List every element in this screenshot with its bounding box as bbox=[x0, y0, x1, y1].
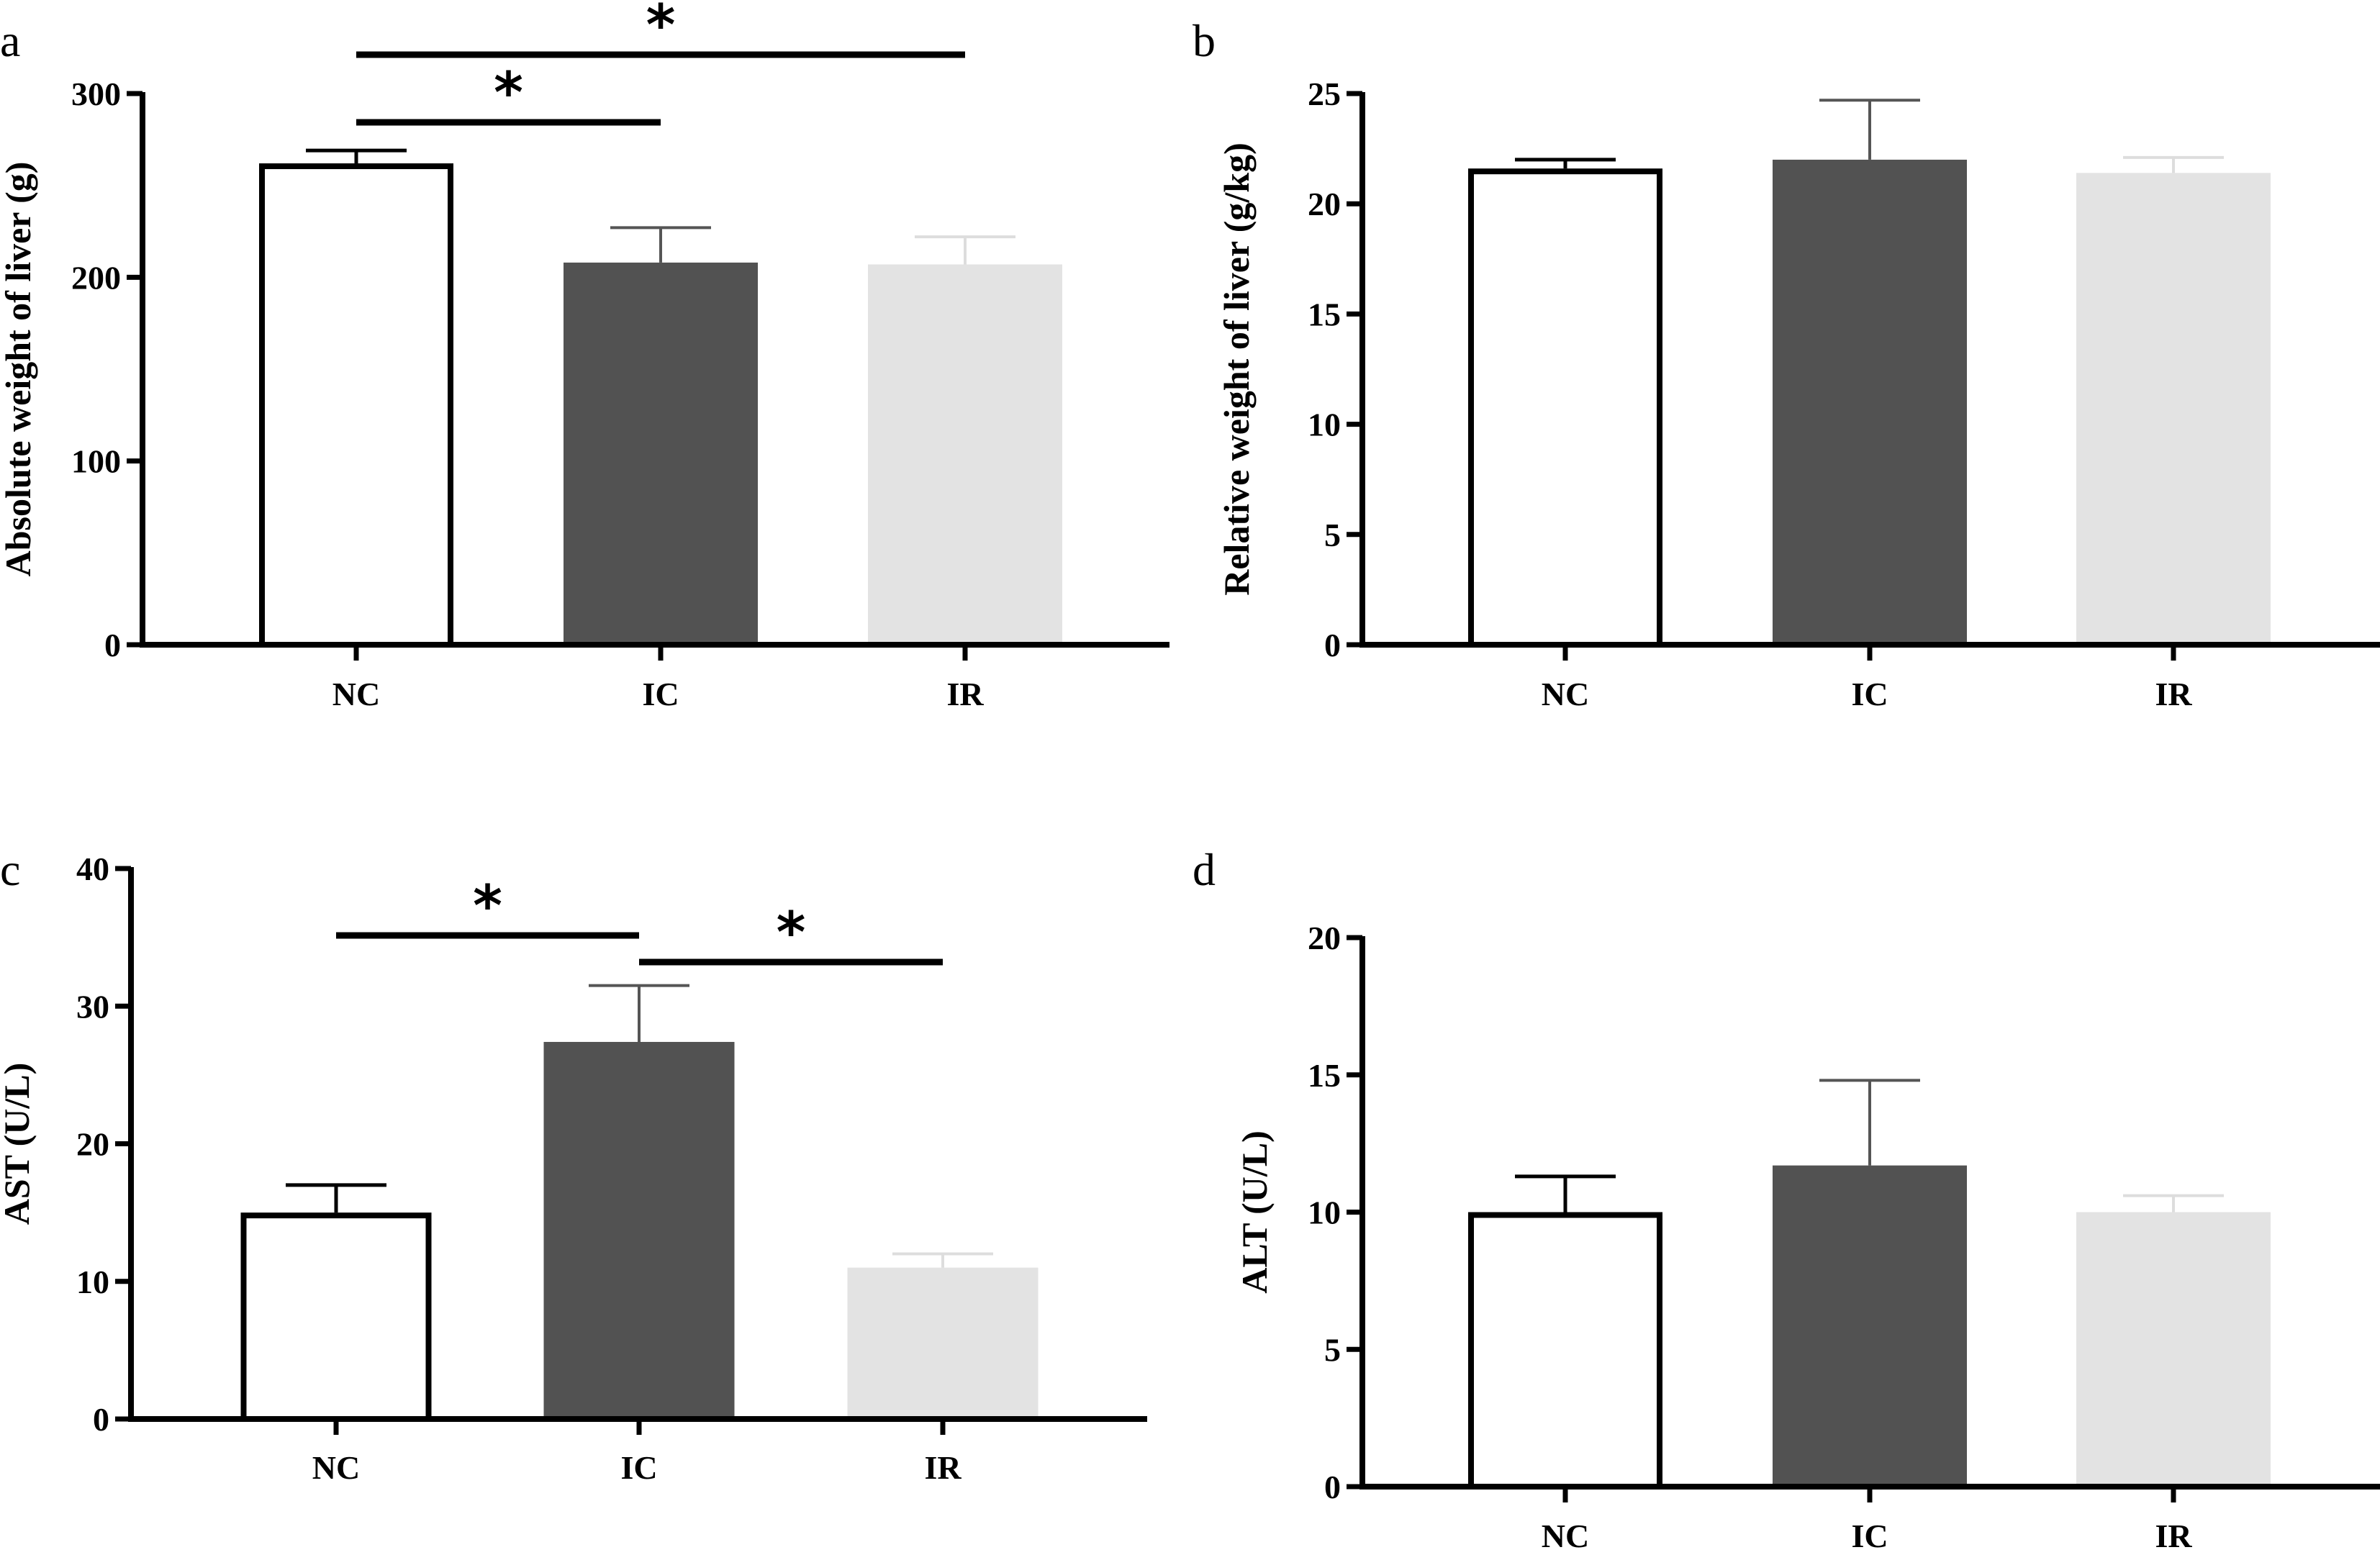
y-tick-label: 200 bbox=[71, 259, 121, 296]
y-tick-label: 10 bbox=[1308, 407, 1341, 443]
bar-ir bbox=[868, 264, 1062, 645]
y-tick-label: 0 bbox=[93, 1401, 109, 1438]
panel-c: c 0 10 20 30 40 NC IC IR AST (U/L) * * bbox=[0, 844, 1147, 1486]
bar-ir bbox=[847, 1267, 1039, 1419]
x-tick-label-ic: IC bbox=[642, 676, 679, 712]
y-tick-label: 100 bbox=[71, 443, 121, 480]
y-tick-label: 25 bbox=[1308, 76, 1341, 112]
bar-ic bbox=[1773, 159, 1967, 645]
y-tick-label: 20 bbox=[76, 1126, 109, 1163]
y-axis-title: AST (U/L) bbox=[0, 1063, 37, 1225]
bar-ic bbox=[564, 262, 758, 645]
bar-nc bbox=[1468, 168, 1662, 648]
y-tick-label: 30 bbox=[76, 988, 109, 1025]
y-axis-title: Absolute weight of liver (g) bbox=[0, 162, 38, 577]
x-tick-label-ic: IC bbox=[1851, 1518, 1888, 1554]
panel-b: b 0 5 10 15 20 25 NC IC IR Relative weight of live… bbox=[1193, 15, 2380, 712]
bar-nc bbox=[1468, 1212, 1662, 1490]
y-tick-label: 10 bbox=[1308, 1194, 1341, 1231]
y-axis-title: Relative weight of liver (g/kg) bbox=[1216, 142, 1257, 596]
x-tick-label-ic: IC bbox=[620, 1449, 657, 1486]
panel-a: a 0 100 200 300 NC IC IR Absolute weight of live… bbox=[0, 0, 1169, 712]
x-tick-label-nc: NC bbox=[312, 1449, 360, 1486]
y-tick-label: 20 bbox=[1308, 186, 1341, 222]
y-tick-label: 10 bbox=[76, 1264, 109, 1300]
panel-d: d 0 5 10 15 20 NC IC IR ALT (U/L) bbox=[1193, 844, 2380, 1554]
x-tick-label-ir: IR bbox=[946, 676, 984, 712]
bar-ic bbox=[1773, 1165, 1967, 1487]
bar-nc bbox=[259, 163, 453, 648]
y-tick-label: 15 bbox=[1308, 1057, 1341, 1094]
panel-letter: a bbox=[0, 15, 20, 66]
significance-star: * bbox=[494, 61, 523, 126]
bar-nc bbox=[240, 1212, 432, 1422]
y-tick-label: 0 bbox=[104, 627, 121, 663]
y-tick-label: 5 bbox=[1324, 517, 1341, 553]
y-tick-label: 300 bbox=[71, 76, 121, 112]
y-tick-label: 40 bbox=[76, 851, 109, 887]
x-tick-label-ic: IC bbox=[1851, 676, 1888, 712]
significance-star: * bbox=[777, 901, 806, 966]
significance-star: * bbox=[473, 874, 502, 939]
bar-ic bbox=[543, 1041, 735, 1419]
panel-letter: d bbox=[1193, 844, 1216, 895]
x-tick-label-ir: IR bbox=[2155, 1518, 2192, 1554]
y-tick-label: 0 bbox=[1324, 1469, 1341, 1505]
x-tick-label-nc: NC bbox=[1542, 1518, 1589, 1554]
x-tick-label-nc: NC bbox=[1542, 676, 1589, 712]
y-tick-label: 0 bbox=[1324, 627, 1341, 663]
x-tick-label-ir: IR bbox=[924, 1449, 961, 1486]
x-tick-label-nc: NC bbox=[332, 676, 380, 712]
bar-ir bbox=[2076, 173, 2271, 645]
y-axis-title: ALT (U/L) bbox=[1234, 1130, 1275, 1293]
y-tick-label: 15 bbox=[1308, 296, 1341, 332]
significance-star: * bbox=[646, 0, 676, 58]
y-tick-label: 20 bbox=[1308, 920, 1341, 956]
y-tick-label: 5 bbox=[1324, 1331, 1341, 1368]
panel-letter: b bbox=[1193, 15, 1216, 66]
x-tick-label-ir: IR bbox=[2155, 676, 2192, 712]
panel-letter: c bbox=[0, 844, 20, 895]
bar-ir bbox=[2076, 1212, 2271, 1487]
